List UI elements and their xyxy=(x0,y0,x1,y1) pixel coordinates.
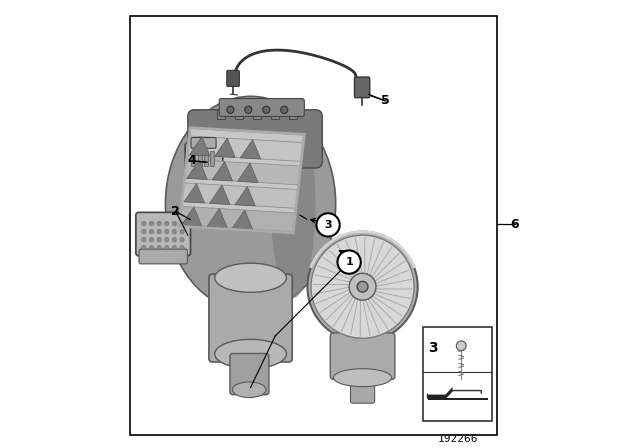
Circle shape xyxy=(180,246,184,250)
Polygon shape xyxy=(207,208,227,228)
Polygon shape xyxy=(187,160,207,180)
FancyBboxPatch shape xyxy=(355,77,370,98)
FancyBboxPatch shape xyxy=(136,212,191,256)
Circle shape xyxy=(149,229,154,234)
Circle shape xyxy=(149,237,154,242)
Circle shape xyxy=(164,221,169,226)
Circle shape xyxy=(172,229,177,234)
Polygon shape xyxy=(182,183,298,208)
Circle shape xyxy=(316,213,340,237)
Circle shape xyxy=(456,341,466,351)
FancyBboxPatch shape xyxy=(209,274,292,362)
Circle shape xyxy=(172,221,177,226)
Polygon shape xyxy=(184,184,205,203)
Circle shape xyxy=(157,229,161,234)
Bar xyxy=(204,151,208,166)
FancyBboxPatch shape xyxy=(330,333,395,379)
Circle shape xyxy=(164,229,169,234)
Bar xyxy=(271,109,279,119)
FancyBboxPatch shape xyxy=(351,374,374,403)
Polygon shape xyxy=(235,186,255,206)
Circle shape xyxy=(172,237,177,242)
Circle shape xyxy=(141,229,146,234)
FancyBboxPatch shape xyxy=(188,110,323,168)
Polygon shape xyxy=(179,206,296,232)
Circle shape xyxy=(349,273,376,300)
Circle shape xyxy=(149,246,154,250)
Polygon shape xyxy=(187,136,303,161)
Polygon shape xyxy=(179,128,305,233)
Circle shape xyxy=(164,237,169,242)
Polygon shape xyxy=(212,162,232,181)
Circle shape xyxy=(357,281,368,292)
Circle shape xyxy=(149,221,154,226)
Bar xyxy=(210,151,214,166)
Polygon shape xyxy=(189,137,210,156)
Text: 3: 3 xyxy=(324,220,332,230)
Text: 6: 6 xyxy=(511,217,519,231)
Polygon shape xyxy=(241,140,260,159)
Circle shape xyxy=(180,229,184,234)
Polygon shape xyxy=(184,159,301,185)
Bar xyxy=(423,327,493,421)
Text: 3: 3 xyxy=(428,341,438,355)
Ellipse shape xyxy=(215,263,287,293)
Text: 4: 4 xyxy=(187,154,196,168)
Circle shape xyxy=(311,235,414,338)
Polygon shape xyxy=(215,138,236,158)
Polygon shape xyxy=(237,163,258,182)
Circle shape xyxy=(141,221,146,226)
FancyBboxPatch shape xyxy=(227,70,239,86)
Circle shape xyxy=(244,106,252,113)
Circle shape xyxy=(141,237,146,242)
Circle shape xyxy=(262,106,270,113)
Bar xyxy=(191,151,195,166)
Bar xyxy=(253,109,261,119)
Circle shape xyxy=(180,221,184,226)
Bar xyxy=(428,398,488,401)
Bar xyxy=(198,151,202,166)
Circle shape xyxy=(337,250,361,274)
Circle shape xyxy=(180,237,184,242)
FancyBboxPatch shape xyxy=(191,138,216,148)
Polygon shape xyxy=(232,210,253,229)
FancyBboxPatch shape xyxy=(185,143,223,173)
Circle shape xyxy=(227,106,234,113)
Circle shape xyxy=(157,237,161,242)
Text: 5: 5 xyxy=(381,94,389,108)
Ellipse shape xyxy=(215,340,287,368)
Bar xyxy=(217,109,225,119)
Circle shape xyxy=(307,232,418,342)
Circle shape xyxy=(280,106,288,113)
Ellipse shape xyxy=(271,110,316,298)
Bar xyxy=(289,109,297,119)
Polygon shape xyxy=(210,185,230,204)
Ellipse shape xyxy=(333,369,392,387)
Polygon shape xyxy=(428,387,452,398)
FancyBboxPatch shape xyxy=(230,353,269,395)
FancyBboxPatch shape xyxy=(220,99,305,116)
Ellipse shape xyxy=(232,382,266,398)
Bar xyxy=(130,16,497,435)
Circle shape xyxy=(141,246,146,250)
Polygon shape xyxy=(182,207,202,226)
Bar xyxy=(235,109,243,119)
Circle shape xyxy=(157,246,161,250)
Circle shape xyxy=(172,246,177,250)
Circle shape xyxy=(164,246,169,250)
Ellipse shape xyxy=(165,96,336,311)
Text: 1: 1 xyxy=(345,257,353,267)
Text: 192266: 192266 xyxy=(438,434,478,444)
FancyBboxPatch shape xyxy=(139,249,188,264)
Text: 2: 2 xyxy=(172,205,180,218)
Circle shape xyxy=(157,221,161,226)
